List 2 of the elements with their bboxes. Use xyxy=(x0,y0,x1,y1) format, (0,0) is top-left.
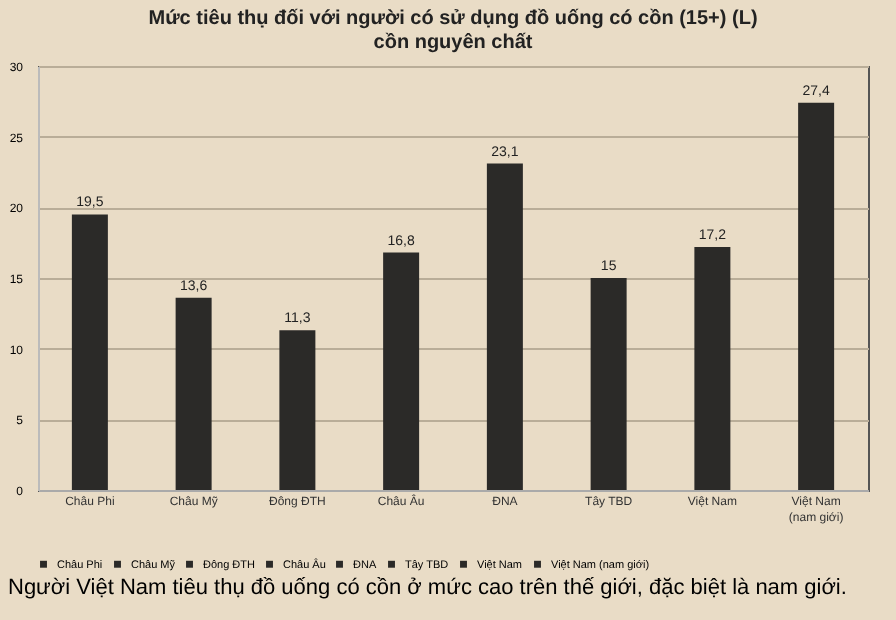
text: Người Việt Nam tiêu thụ đồ uống có cồn ở mức cao trên thế giới, đặc biệt là nam giới. xyxy=(6,576,849,600)
chart-title: Mức tiêu thụ đối với người có sử dụng đồ uống có cồn (15+) (L) cồn nguyên chất xyxy=(148,8,758,54)
